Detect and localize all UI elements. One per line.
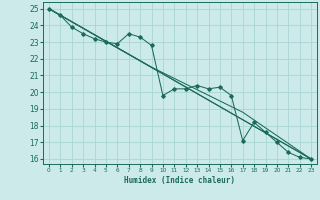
X-axis label: Humidex (Indice chaleur): Humidex (Indice chaleur) (124, 176, 236, 185)
